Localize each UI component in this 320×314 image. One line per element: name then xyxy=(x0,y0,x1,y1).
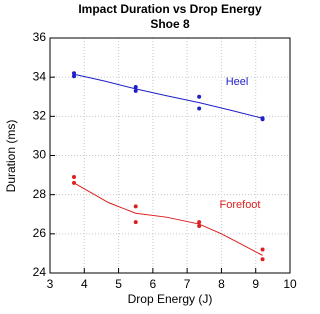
fit-curve xyxy=(73,73,263,119)
chart: Impact Duration vs Drop Energy Shoe 8 Dr… xyxy=(4,2,297,306)
chart-subtitle: Shoe 8 xyxy=(150,17,190,31)
data-point xyxy=(133,84,138,89)
data-point xyxy=(72,71,76,76)
y-tick-label: 36 xyxy=(33,30,47,44)
y-axis-label: Duration (ms) xyxy=(4,120,18,193)
chart-title: Impact Duration vs Drop Energy xyxy=(78,2,262,16)
x-tick-label: 10 xyxy=(283,277,297,291)
y-tick-label: 32 xyxy=(33,109,47,123)
y-tick-label: 34 xyxy=(33,69,47,83)
data-point xyxy=(197,220,202,225)
data-point xyxy=(133,220,138,225)
plot-frame xyxy=(49,37,291,274)
data-point xyxy=(260,257,265,262)
data-point xyxy=(197,94,202,99)
data-point xyxy=(197,224,202,228)
data-point xyxy=(260,247,265,252)
series-label: Heel xyxy=(226,76,249,88)
fit-curve xyxy=(73,182,263,256)
x-tick-label: 8 xyxy=(218,277,225,291)
data-point xyxy=(197,106,202,111)
x-tick-label: 6 xyxy=(150,277,157,291)
data-point xyxy=(133,88,138,93)
x-tick-label: 5 xyxy=(115,277,122,291)
y-tick-label: 30 xyxy=(33,148,47,162)
x-tick-label: 9 xyxy=(252,277,259,291)
data-point xyxy=(72,74,76,79)
y-tick-label: 24 xyxy=(33,265,47,279)
x-tick-label: 3 xyxy=(47,277,54,291)
data-point xyxy=(260,117,265,122)
series-label: Forefoot xyxy=(220,199,261,211)
x-tick-label: 7 xyxy=(184,277,191,291)
x-tick-label: 4 xyxy=(81,277,88,291)
data-point xyxy=(133,204,138,209)
data-point xyxy=(72,180,76,185)
x-axis-label: Drop Energy (J) xyxy=(128,292,213,306)
y-tick-label: 26 xyxy=(33,226,47,240)
y-tick-label: 28 xyxy=(33,187,47,201)
data-point xyxy=(72,175,76,180)
